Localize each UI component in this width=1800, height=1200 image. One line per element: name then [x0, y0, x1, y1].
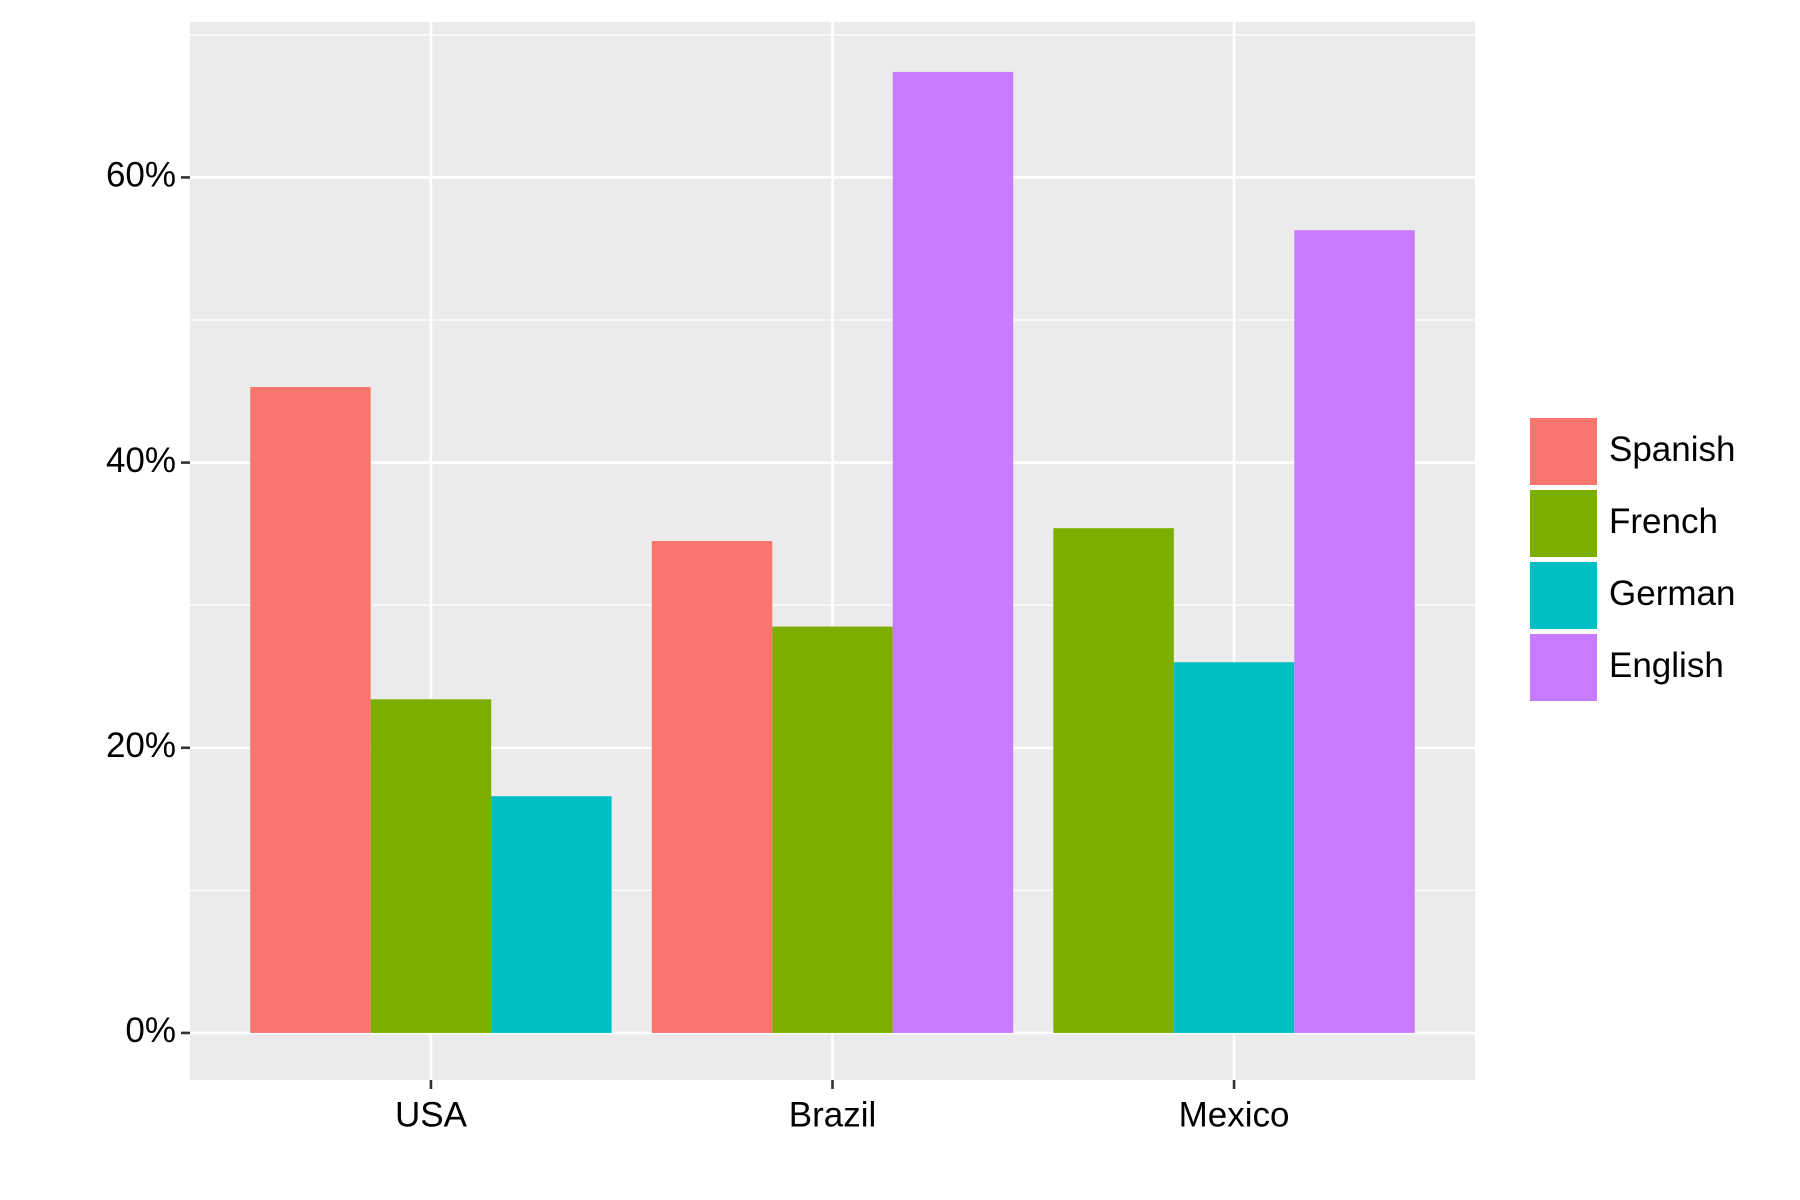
- legend-key: [1530, 562, 1597, 629]
- bar: [651, 541, 773, 1033]
- x-tick-label: USA: [395, 1095, 468, 1134]
- bar: [1173, 662, 1295, 1033]
- bar: [491, 796, 612, 1033]
- legend-key: [1530, 418, 1597, 485]
- x-tick-label: Mexico: [1179, 1095, 1290, 1134]
- legend-label: Spanish: [1609, 430, 1735, 469]
- bar: [892, 71, 1014, 1033]
- bar: [1053, 528, 1174, 1033]
- y-tick-label: 20%: [106, 726, 176, 765]
- y-tick-label: 60%: [106, 156, 176, 195]
- bar: [772, 626, 893, 1033]
- legend-label: German: [1609, 574, 1735, 613]
- legend-key: [1530, 634, 1597, 701]
- legend-label: French: [1609, 502, 1718, 541]
- y-tick-label: 40%: [106, 441, 176, 480]
- bar: [370, 699, 492, 1033]
- x-tick-label: Brazil: [789, 1095, 877, 1134]
- bar: [250, 387, 371, 1033]
- legend-label: English: [1609, 646, 1724, 685]
- y-tick-label: 0%: [125, 1011, 176, 1050]
- legend-key: [1530, 490, 1597, 557]
- bar: [1294, 230, 1415, 1033]
